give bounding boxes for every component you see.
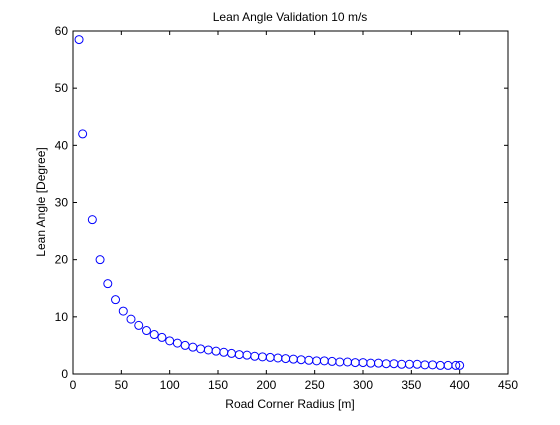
data-point (87, 215, 97, 225)
data-point (111, 295, 121, 305)
data-point (149, 330, 159, 340)
x-tick-label: 450 (498, 378, 518, 392)
x-axis-label: Road Corner Radius [m] (225, 397, 354, 411)
y-tick-label: 40 (55, 138, 69, 152)
data-point (118, 306, 128, 316)
y-axis-label: Lean Angle [Degree] (34, 147, 48, 256)
y-tick-label: 0 (61, 367, 68, 381)
x-tick-label: 50 (115, 378, 129, 392)
x-tick-label: 300 (353, 378, 373, 392)
data-point (141, 326, 151, 336)
y-tick-label: 60 (55, 24, 69, 38)
y-tick-label: 50 (55, 81, 69, 95)
x-tick-label: 250 (305, 378, 325, 392)
data-point (95, 255, 105, 265)
data-point (103, 279, 113, 289)
x-tick-label: 0 (70, 378, 77, 392)
x-tick-label: 200 (256, 378, 276, 392)
data-point (134, 320, 144, 330)
tick-labels: 0 50 100 150 200 250 300 350 400 450 0 10 20 30 40 50 60 (55, 24, 519, 392)
x-tick-label: 350 (401, 378, 421, 392)
data-point (451, 360, 461, 370)
data-points (74, 35, 465, 370)
data-point (455, 360, 465, 370)
data-point (74, 35, 84, 45)
y-tick-label: 30 (55, 196, 69, 210)
x-tick-label: 150 (208, 378, 228, 392)
x-tick-label: 100 (160, 378, 180, 392)
y-tick-label: 10 (55, 310, 69, 324)
data-point (78, 129, 88, 139)
y-tick-label: 20 (55, 253, 69, 267)
x-tick-label: 400 (450, 378, 470, 392)
chart-title: Lean Angle Validation 10 m/s (213, 10, 368, 24)
plot-area (73, 31, 508, 374)
axis-ticks (72, 30, 509, 375)
plot-frame (72, 30, 509, 375)
data-point (126, 314, 136, 324)
data-point (157, 332, 167, 342)
